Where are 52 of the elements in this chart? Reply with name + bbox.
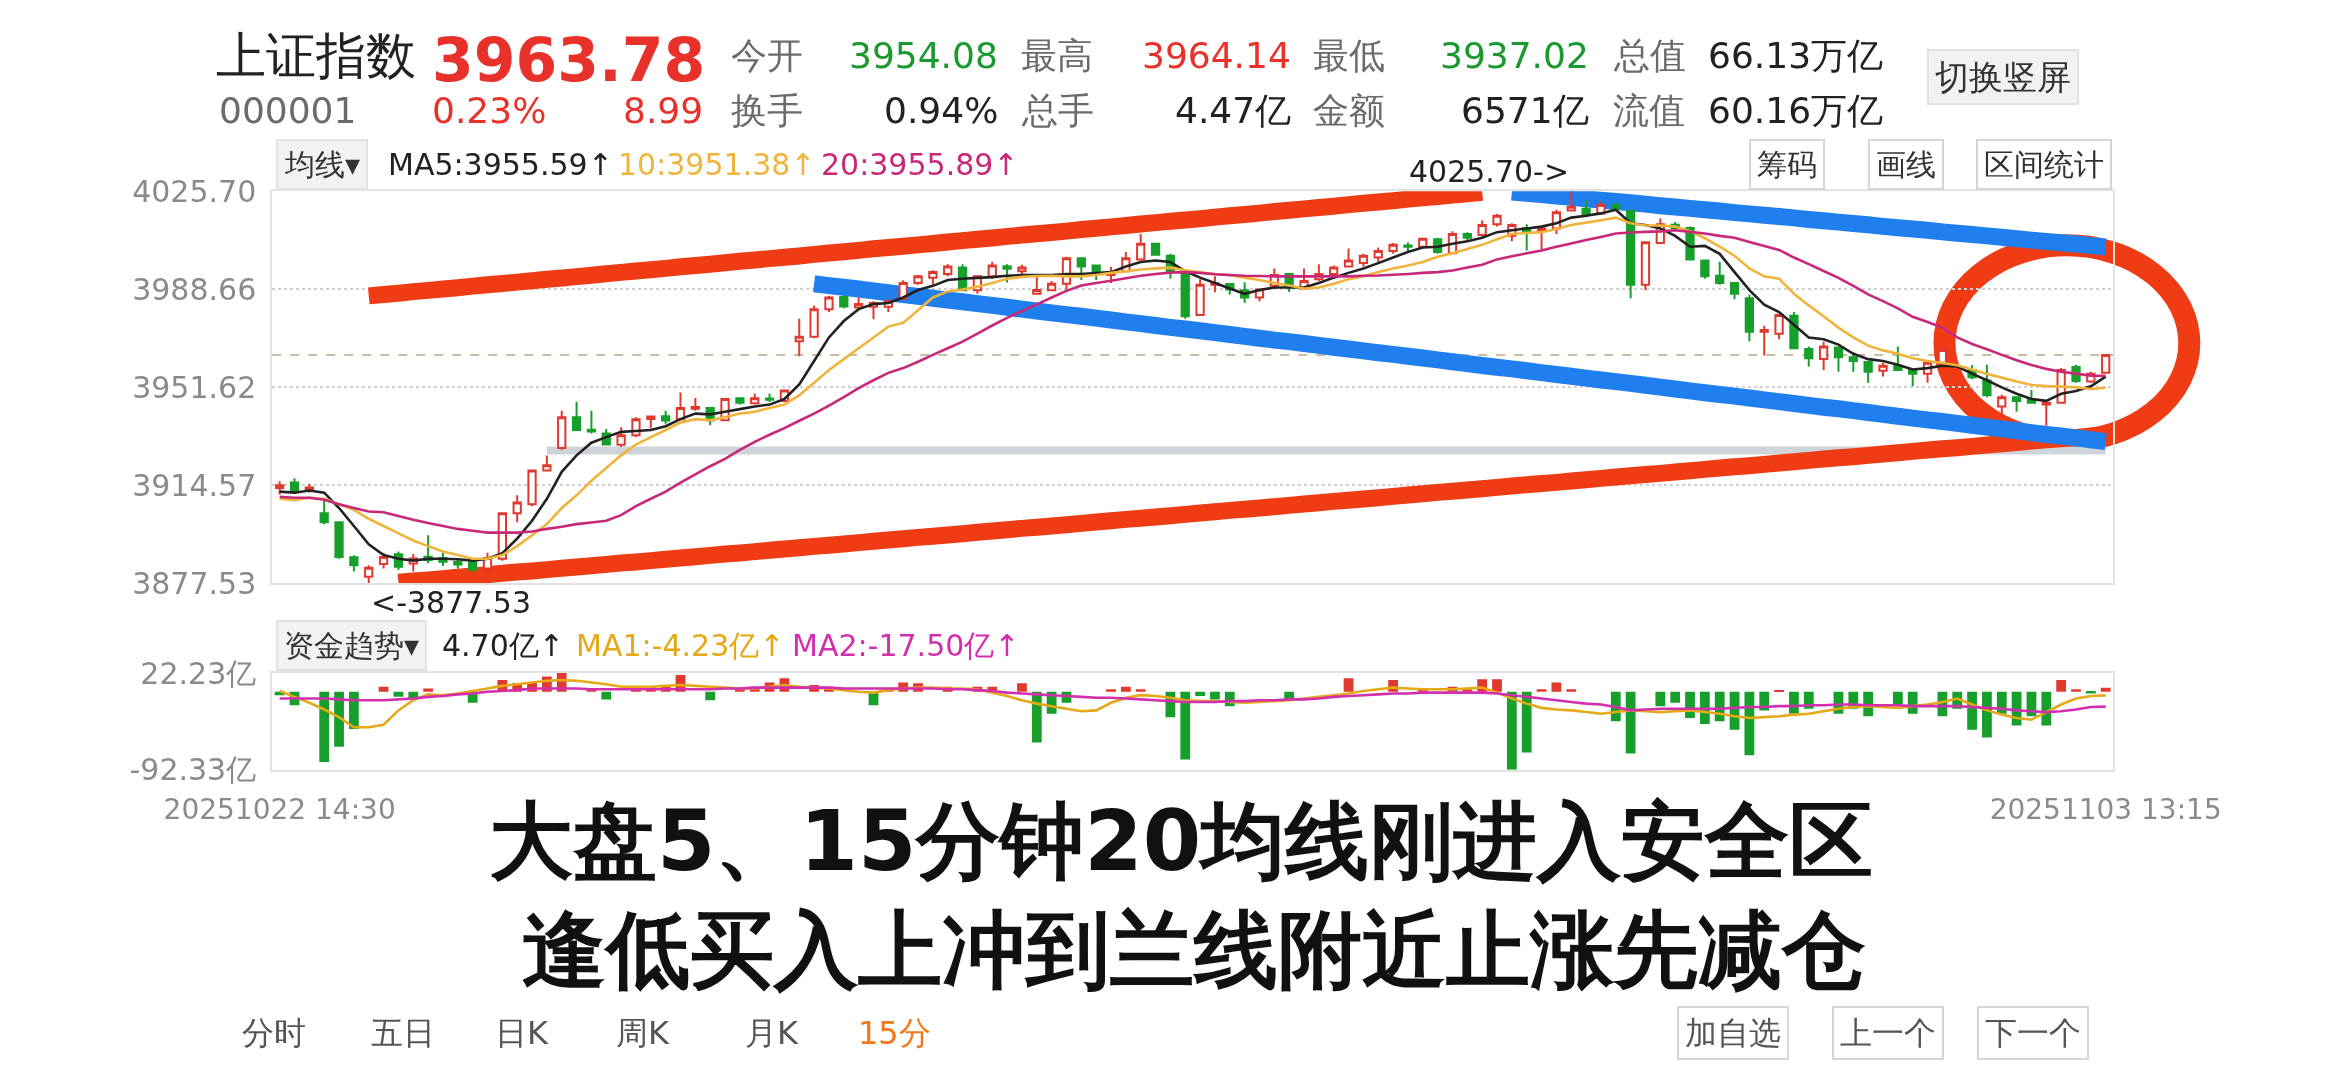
text: 下一个 (1985, 1014, 2081, 1052)
text: 流值 (1613, 90, 1685, 131)
text: 10:3951.38↑ (618, 147, 816, 182)
x-tick-label: 20251103 13:15 (1989, 793, 2222, 827)
y-tick-label: 22.23亿 (140, 655, 257, 691)
text: 金额 (1313, 90, 1385, 131)
text: 画线 (1876, 147, 1936, 182)
text: 3937.02 (1440, 35, 1589, 76)
annotation: <-3877.53 (371, 585, 532, 620)
text: MA5:3955.59↑ (388, 147, 613, 182)
text: 筹码 (1757, 147, 1817, 182)
y-tick-label: 3877.53 (132, 565, 257, 601)
text: 切换竖屏 (1935, 57, 2071, 97)
text: 月K (745, 1014, 799, 1052)
text: 加自选 (1685, 1014, 1781, 1052)
text: 区间统计 (1984, 147, 2104, 182)
text: 上一个 (1840, 1014, 1936, 1052)
text: 最低 (1313, 35, 1385, 76)
y-tick-label: 4025.70 (132, 173, 257, 209)
series-label: MA2:-17.50亿↑ (792, 628, 1020, 663)
y-tick-label: 3951.62 (132, 369, 257, 405)
text: 0.94% (884, 90, 999, 131)
text: 3954.08 (849, 35, 998, 76)
text: 今开 (731, 35, 803, 76)
text: 6571亿 (1461, 90, 1589, 131)
text: 日K (495, 1014, 549, 1052)
y-tick-label: 3914.57 (132, 467, 257, 503)
x-tick-label: 20251022 14:30 (163, 793, 396, 827)
text: 换手 (731, 90, 803, 131)
text: 60.16万亿 (1708, 90, 1884, 131)
series-label: 4.70亿↑ (442, 628, 564, 663)
legend-title: 资金趋势▾ (284, 628, 420, 663)
text: 总值 (1613, 35, 1686, 76)
text: 大盘5、15分钟20均线刚进入安全区 (489, 792, 1874, 890)
text: 20:3955.89↑ (821, 147, 1019, 182)
text: 15分 (858, 1014, 931, 1052)
y-tick-label: 3988.66 (132, 271, 257, 307)
text: 4025.70-> (1409, 154, 1570, 189)
text: 66.13万亿 (1708, 35, 1884, 76)
text: 3964.14 (1142, 35, 1291, 76)
text: 周K (616, 1014, 670, 1052)
legend-title: 均线▾ (284, 147, 361, 182)
text: 4.47亿 (1175, 90, 1292, 131)
text: 最高 (1021, 35, 1093, 76)
text: 分时 (242, 1014, 306, 1052)
text: 总手 (1021, 90, 1094, 131)
series-label: MA1:-4.23亿↑ (576, 628, 785, 663)
chart-title: 上证指数 (216, 27, 416, 85)
text: 五日 (371, 1014, 435, 1052)
y-tick-label: -92.33亿 (129, 752, 257, 788)
text: 逢低买入上冲到兰线附近止涨先减仓 (522, 901, 1866, 999)
chart-subtitle: 000001 (219, 90, 357, 131)
